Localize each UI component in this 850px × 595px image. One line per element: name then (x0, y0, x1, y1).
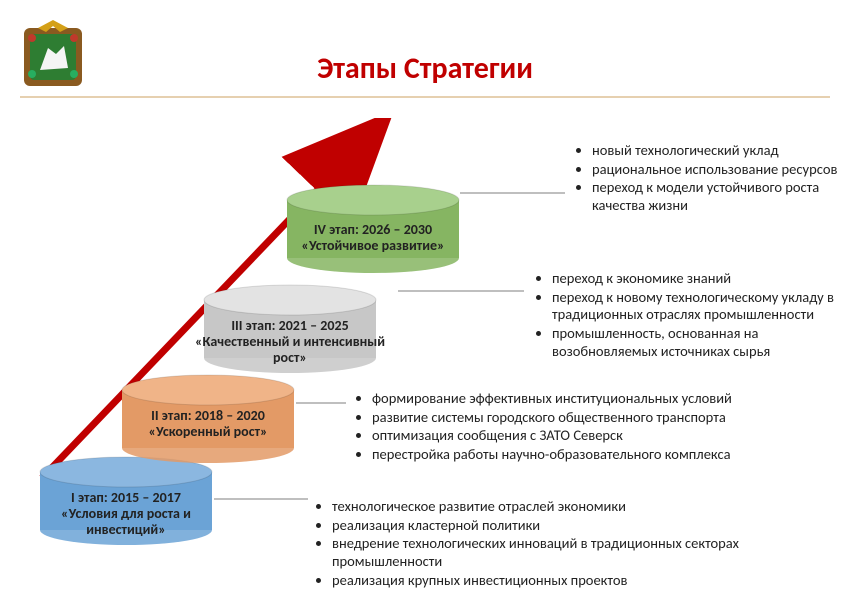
stage-label-line: рост» (180, 350, 400, 366)
stage-label-line: «Ускоренный рост» (120, 424, 296, 440)
bullet-item: новый технологический уклад (592, 142, 845, 160)
bullet-item: рациональное использование ресурсов (592, 161, 845, 179)
stage-label-line: I этап: 2015 – 2017 (36, 490, 216, 506)
bullet-item: переход к экономике знаний (552, 270, 840, 288)
bullet-item: переход к новому технологическому укладу… (552, 289, 840, 324)
bullet-item: перестройка работы научно-образовательно… (372, 446, 830, 464)
bullet-item: реализация кластерной политики (332, 517, 830, 535)
stage-label-3: III этап: 2021 – 2025 «Качественный и ин… (180, 318, 400, 366)
bullet-item: технологическое развитие отраслей эконом… (332, 498, 830, 516)
bullet-item: оптимизация сообщения с ЗАТО Северск (372, 427, 830, 445)
bullet-item: реализация крупных инвестиционных проект… (332, 572, 830, 590)
connector-1 (460, 192, 565, 194)
title-underline (20, 96, 830, 98)
stage-label-line: II этап: 2018 – 2020 (120, 408, 296, 424)
stage-bullets-3: переход к экономике знанийпереход к ново… (530, 270, 840, 361)
stage-label-line: «Условия для роста и (36, 506, 216, 522)
stage-bullets-4: новый технологический укладрациональное … (570, 142, 845, 216)
stage-bullets-2: формирование эффективных институциональн… (350, 390, 830, 465)
bullet-item: переход к модели устойчивого роста качес… (592, 179, 845, 214)
connector-2 (398, 290, 524, 292)
stage-label-line: инвестиций» (36, 522, 216, 538)
page-title: Этапы Стратегии (0, 50, 850, 87)
bullet-item: внедрение технологических инноваций в тр… (332, 535, 830, 570)
stage-label-line: «Устойчивое развитие» (280, 238, 466, 254)
stage-label-2: II этап: 2018 – 2020 «Ускоренный рост» (120, 408, 296, 440)
connector-4 (214, 498, 308, 500)
stage-label-line: IV этап: 2026 – 2030 (280, 222, 466, 238)
bullet-item: развитие системы городского общественног… (372, 409, 830, 427)
stage-label-line: III этап: 2021 – 2025 (180, 318, 400, 334)
stage-label-1: I этап: 2015 – 2017 «Условия для роста и… (36, 490, 216, 538)
stage-label-4: IV этап: 2026 – 2030 «Устойчивое развити… (280, 222, 466, 254)
connector-3 (296, 402, 346, 404)
stage-bullets-1: технологическое развитие отраслей эконом… (310, 498, 830, 590)
stage-label-line: «Качественный и интенсивный (180, 334, 400, 350)
bullet-item: формирование эффективных институциональн… (372, 390, 830, 408)
bullet-item: промышленность, основанная на возобновля… (552, 325, 840, 360)
